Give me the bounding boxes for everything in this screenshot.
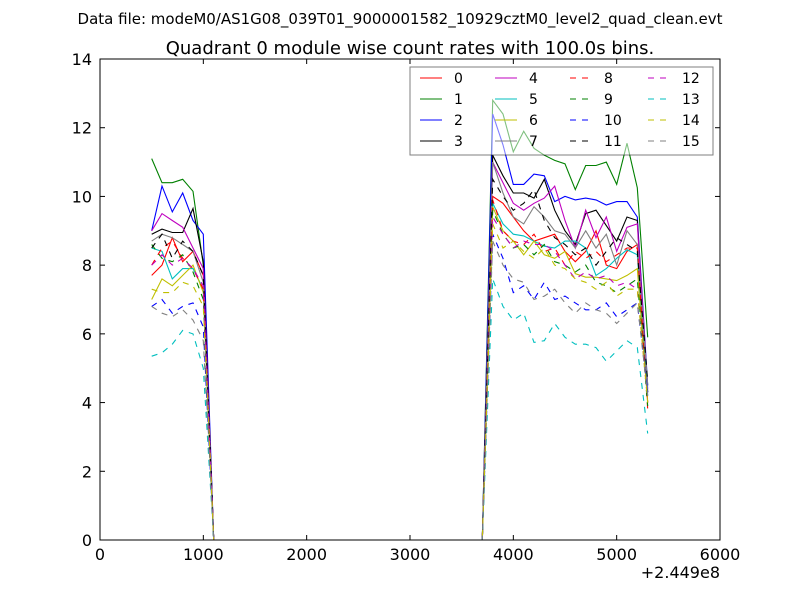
series-line-3: [151, 154, 649, 541]
series-lines: [151, 98, 649, 541]
x-tick-label: 0: [95, 545, 105, 564]
y-tick-label: 8: [82, 256, 92, 275]
legend-label: 3: [454, 134, 463, 150]
series-line-14: [151, 223, 649, 541]
legend-frame: [409, 66, 714, 156]
legend-label: 15: [682, 134, 700, 150]
series-line-12: [151, 215, 649, 541]
series-line-0: [151, 195, 649, 541]
legend-label: 4: [529, 71, 538, 87]
chart-suptitle: Data file: modeM0/AS1G08_039T01_90000015…: [78, 10, 723, 29]
x-tick-label: 4000: [493, 545, 534, 564]
y-tick-label: 6: [82, 325, 92, 344]
x-tick-label: 2000: [286, 545, 327, 564]
legend-label: 7: [529, 134, 538, 150]
legend-label: 5: [529, 92, 538, 108]
x-tick-label: 5000: [596, 545, 637, 564]
y-tick-label: 12: [72, 119, 92, 138]
legend-label: 8: [604, 71, 613, 87]
series-line-13: [151, 278, 649, 541]
y-tick-label: 2: [82, 462, 92, 481]
x-offset-label: +2.449e8: [641, 563, 720, 582]
legend-label: 14: [682, 113, 700, 129]
legend-label: 11: [604, 134, 622, 150]
y-tick-label: 4: [82, 394, 92, 413]
series-line-5: [151, 203, 649, 541]
legend-label: 0: [454, 71, 463, 87]
y-tick-label: 10: [72, 187, 92, 206]
series-line-7: [151, 161, 649, 541]
chart-title: Quadrant 0 module wise count rates with …: [166, 38, 655, 59]
x-tick-label: 1000: [183, 545, 224, 564]
series-line-6: [151, 206, 649, 541]
x-tick-label: 6000: [700, 545, 741, 564]
x-tick-label: 3000: [390, 545, 431, 564]
y-tick-label: 14: [72, 50, 92, 69]
legend-label: 13: [682, 92, 700, 108]
legend-label: 6: [529, 113, 538, 129]
series-line-4: [151, 161, 649, 541]
series-line-2: [151, 113, 649, 541]
legend-label: 1: [454, 92, 463, 108]
series-line-15: [151, 240, 649, 541]
series-line-11: [151, 177, 649, 541]
legend-label: 9: [604, 92, 613, 108]
legend-label: 2: [454, 113, 463, 129]
series-line-1: [151, 98, 649, 541]
series-line-10: [151, 233, 649, 541]
legend-label: 10: [604, 113, 622, 129]
y-tick-label: 0: [82, 531, 92, 550]
legend-label: 12: [682, 71, 700, 87]
series-line-8: [151, 199, 649, 541]
